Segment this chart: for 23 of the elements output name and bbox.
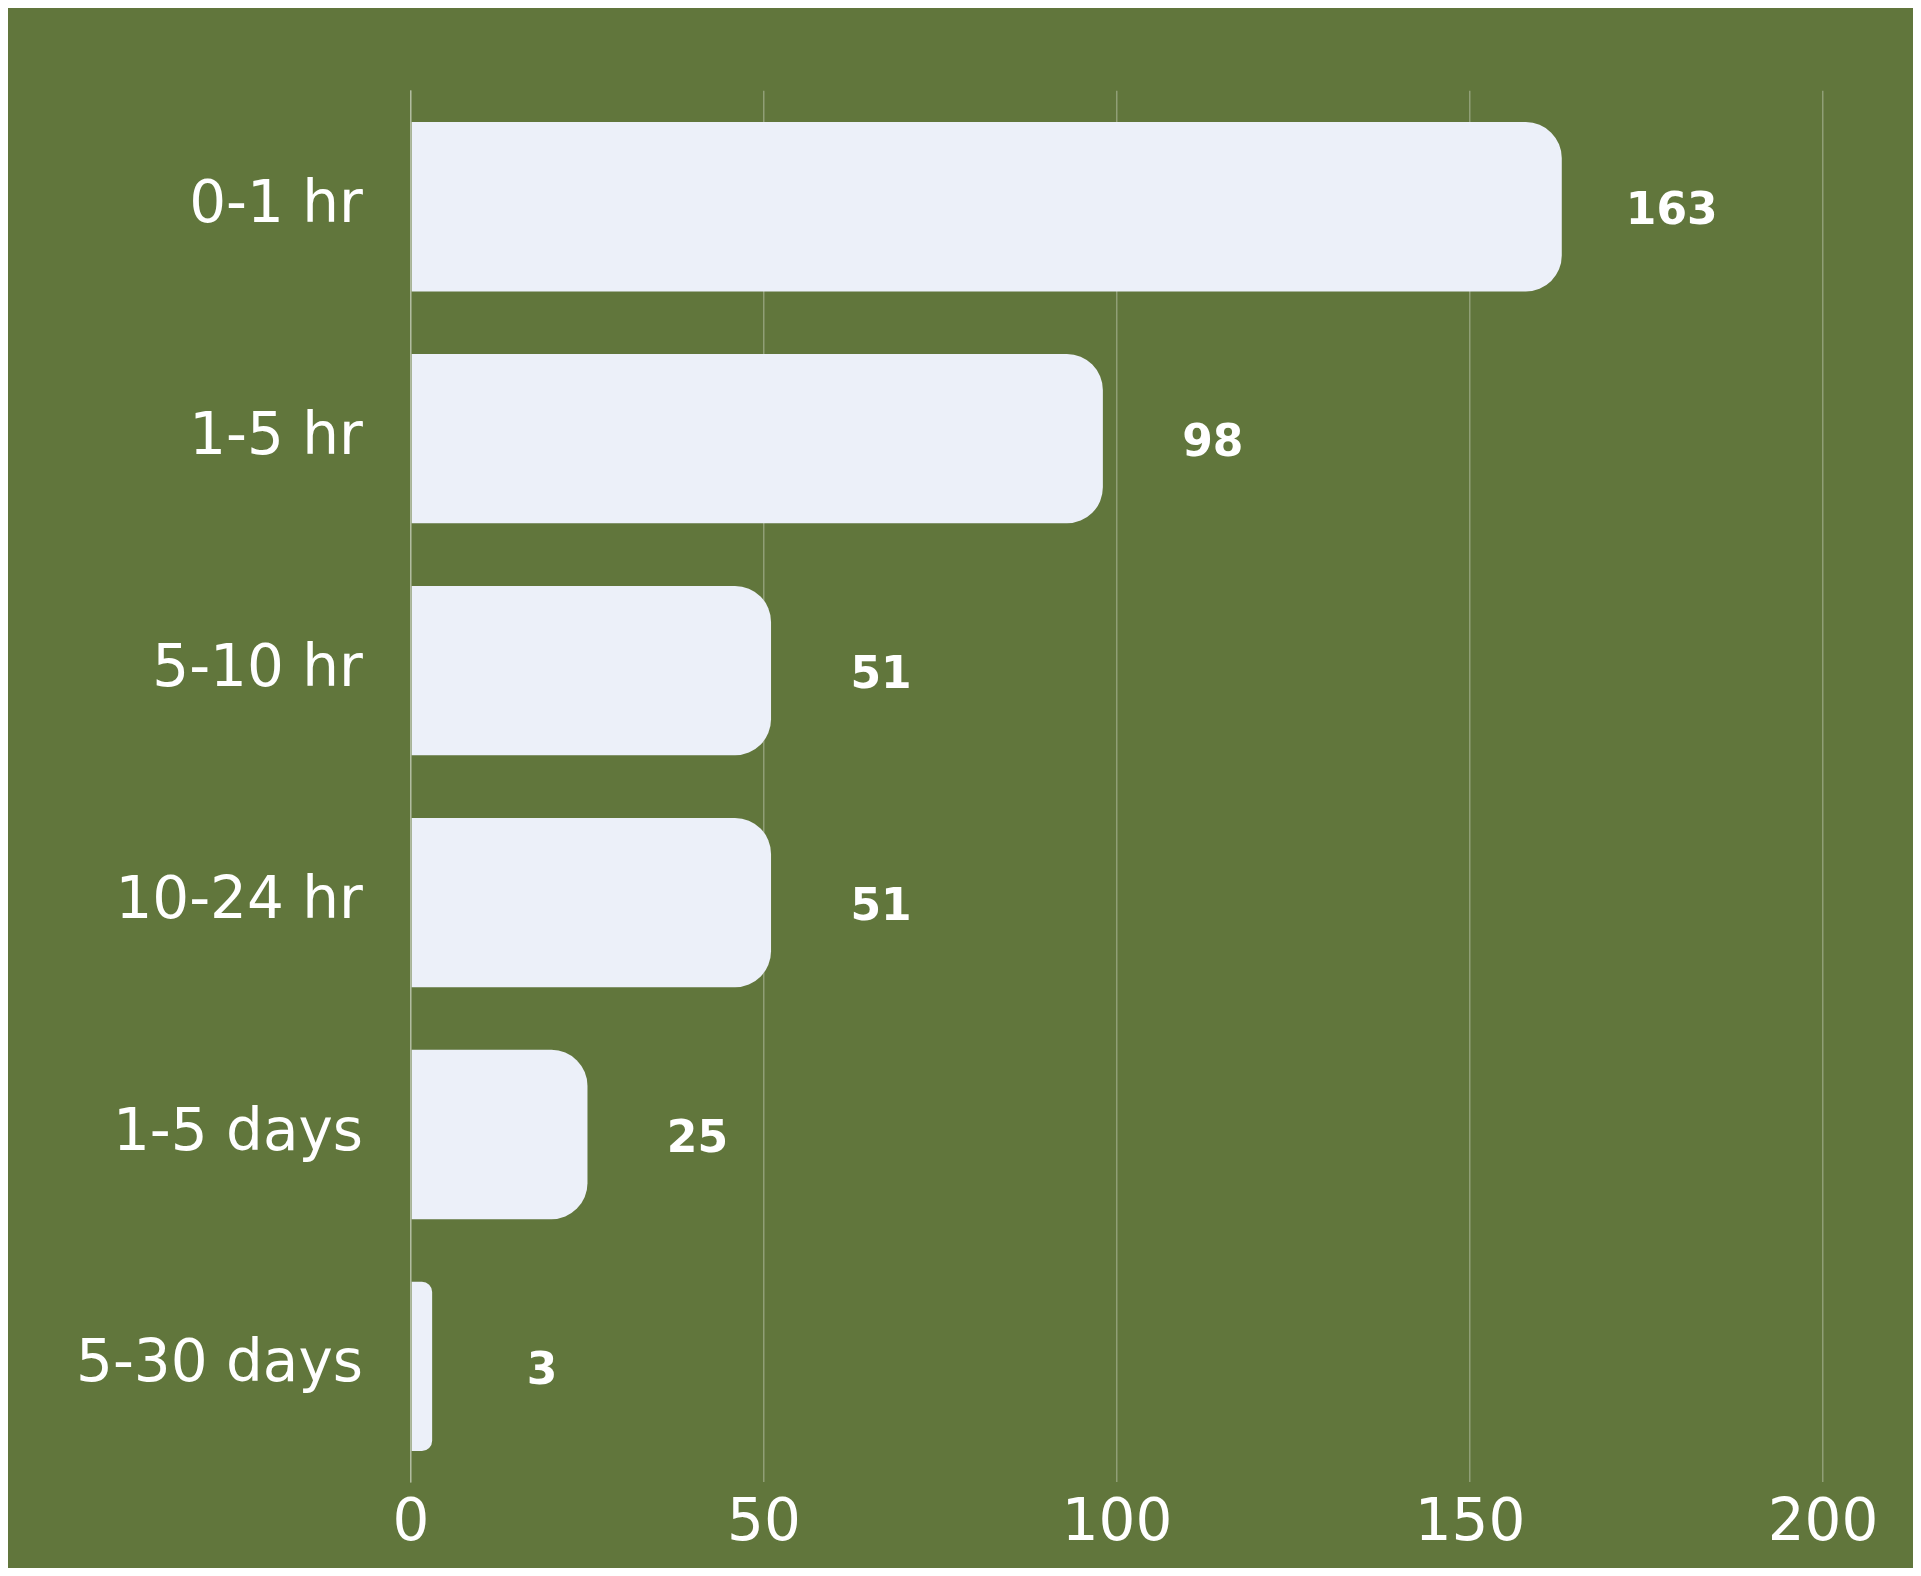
- y-tick-label: 5-30 days: [75, 1327, 363, 1396]
- data-label: 51: [850, 879, 912, 930]
- y-tick-label: 0-1 hr: [189, 167, 364, 236]
- bar: [411, 1049, 588, 1220]
- data-label: 98: [1182, 415, 1244, 467]
- data-label: 51: [850, 647, 912, 699]
- y-tick-label: 1-5 hr: [189, 399, 364, 468]
- bar: [411, 354, 1103, 524]
- data-label: 163: [1625, 183, 1718, 235]
- y-tick-label: 1-5 days: [112, 1095, 363, 1164]
- x-tick-label: 200: [1767, 1486, 1879, 1555]
- x-tick-label: 50: [727, 1486, 801, 1555]
- bar: [411, 585, 772, 756]
- x-tick-label: 100: [1061, 1486, 1173, 1555]
- bar: [411, 817, 772, 988]
- x-tick-label: 0: [392, 1486, 430, 1555]
- data-label: 3: [526, 1342, 558, 1394]
- data-label: 25: [666, 1110, 729, 1162]
- x-tick-label: 150: [1414, 1486, 1526, 1555]
- bar: [411, 122, 1562, 292]
- bar: [411, 1281, 433, 1452]
- y-tick-label: 10-24 hr: [115, 863, 364, 932]
- y-tick-label: 5-10 hr: [152, 631, 364, 700]
